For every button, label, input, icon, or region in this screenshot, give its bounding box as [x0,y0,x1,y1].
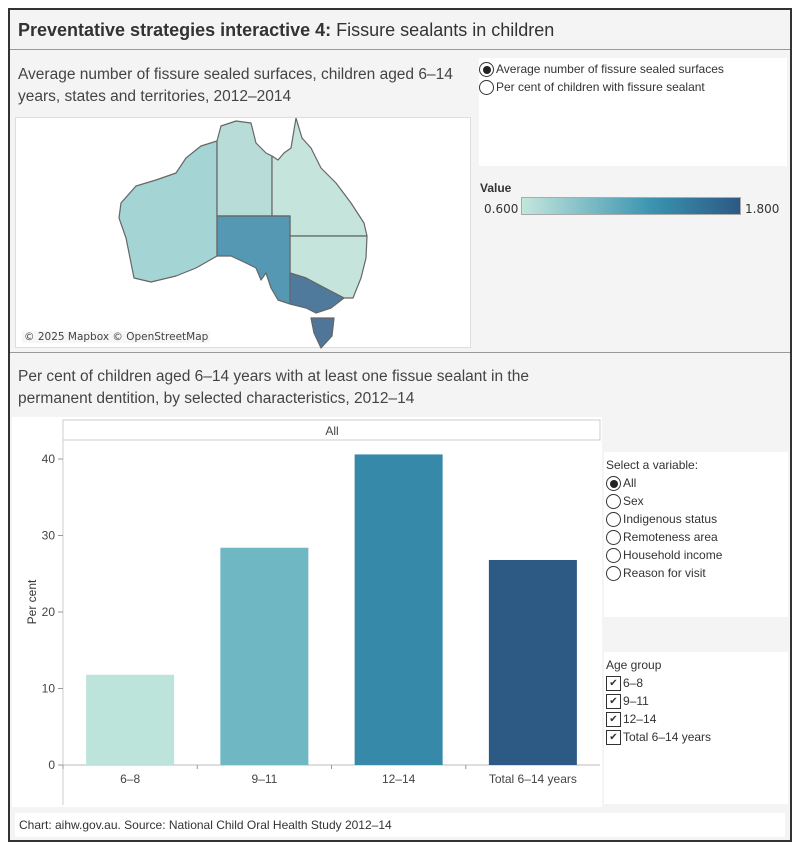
variable-option[interactable]: Indigenous status [606,510,786,528]
option-label: Average number of fissure sealed surface… [496,62,724,76]
legend-min: 0.600 [484,202,519,216]
radio-icon[interactable] [606,494,621,510]
age-group-option[interactable]: ✔ 9–11 [606,692,786,710]
chart-heading: Per cent of children aged 6–14 years wit… [18,368,529,407]
variable-option[interactable]: Sex [606,492,786,510]
page-title: Preventative strategies interactive 4: F… [10,10,790,50]
age-group-option[interactable]: ✔ Total 6–14 years [606,728,786,746]
option-label: Indigenous status [623,512,718,526]
radio-icon[interactable] [606,476,621,492]
option-label: Reason for visit [623,566,706,580]
australia-map[interactable]: © 2025 Mapbox © OpenStreetMap [15,117,471,349]
variable-option[interactable]: All [606,474,786,492]
x-tick-label: 6–8 [120,772,140,786]
measure-selector: Average number of fissure sealed surface… [479,58,787,166]
age-group-option[interactable]: ✔ 12–14 [606,710,786,728]
state-vic[interactable] [289,272,345,314]
source-footer: Chart: aihw.gov.au. Source: National Chi… [15,813,785,837]
legend-gradient [521,197,741,215]
title-rest: Fissure sealants in children [331,20,555,40]
map-heading: Average number of fissure sealed surface… [18,66,453,105]
panel-header [62,419,601,441]
panel-label: All [325,424,338,438]
variable-option[interactable]: Reason for visit [606,564,786,582]
title-bold: Preventative strategies interactive 4: [18,20,332,40]
map-svg [118,117,368,349]
map-section: Average number of fissure sealed surface… [10,50,790,353]
state-wa[interactable] [118,140,218,283]
measure-option-percent[interactable]: Per cent of children with fissure sealan… [479,78,787,96]
bar-chart: All Per cent 0 10 20 30 40 6–8 9–11 12–14 Total … [12,417,602,807]
bar-3[interactable] [488,559,577,765]
variable-filter: Select a variable: All Sex Indigenous stat… [604,452,788,617]
state-tas[interactable] [310,317,335,349]
age-group-title: Age group [606,658,662,672]
radio-selected-icon[interactable] [479,62,494,78]
bar-0[interactable] [86,674,175,765]
option-label: Remoteness area [623,530,718,544]
checkbox-checked-icon[interactable]: ✔ [606,730,621,746]
y-tick-label: 0 [48,758,55,772]
radio-icon[interactable] [606,566,621,582]
y-tick-label: 30 [42,529,56,543]
checkbox-checked-icon[interactable]: ✔ [606,712,621,728]
x-tick-label: Total 6–14 years [489,772,577,786]
radio-icon[interactable] [479,80,494,96]
x-tick-label: 9–11 [251,772,277,786]
radio-icon[interactable] [606,548,621,564]
option-label: Total 6–14 years [623,730,712,744]
option-label: Sex [623,494,644,508]
age-group-option[interactable]: ✔ 6–8 [606,674,786,692]
dashboard: Preventative strategies interactive 4: F… [8,8,792,842]
y-tick-label: 40 [42,452,56,466]
age-group-filter: Age group ✔ 6–8 ✔ 9–11 ✔ 12–14 ✔ Total 6–14 yea… [604,652,788,804]
option-label: 6–8 [623,676,644,690]
option-label: Per cent of children with fissure sealan… [496,80,705,94]
checkbox-checked-icon[interactable]: ✔ [606,676,621,692]
variable-option[interactable]: Household income [606,546,786,564]
y-tick-label: 10 [42,682,56,696]
checkbox-checked-icon[interactable]: ✔ [606,694,621,710]
option-label: All [623,476,637,490]
option-label: 12–14 [623,712,657,726]
chart-svg: All Per cent 0 10 20 30 40 6–8 9–11 12–14 Total … [25,419,601,805]
legend-title: Value [480,181,512,195]
y-axis-title: Per cent [25,579,39,624]
y-tick-label: 20 [42,605,56,619]
option-label: 9–11 [623,694,649,708]
option-label: Household income [623,548,723,562]
state-nt[interactable] [216,120,273,217]
x-tick-label: 12–14 [382,772,416,786]
bar-2[interactable] [354,454,443,765]
state-sa[interactable] [216,215,291,305]
measure-option-average[interactable]: Average number of fissure sealed surface… [479,60,787,78]
map-credit: © 2025 Mapbox © OpenStreetMap [22,331,211,343]
variable-filter-title: Select a variable: [606,458,699,472]
radio-icon[interactable] [606,530,621,546]
variable-option[interactable]: Remoteness area [606,528,786,546]
radio-icon[interactable] [606,512,621,528]
legend-max: 1.800 [745,202,780,216]
bar-1[interactable] [220,547,309,765]
